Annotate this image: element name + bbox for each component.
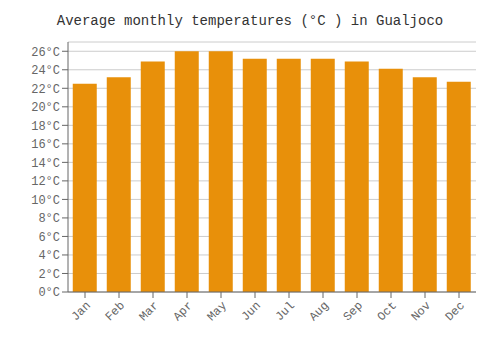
svg-text:16°C: 16°C: [31, 138, 60, 152]
svg-text:0°C: 0°C: [38, 286, 60, 300]
svg-text:2°C: 2°C: [38, 268, 60, 282]
svg-text:14°C: 14°C: [31, 157, 60, 171]
svg-text:Jun: Jun: [239, 299, 264, 324]
svg-text:22°C: 22°C: [31, 83, 60, 97]
svg-text:20°C: 20°C: [31, 101, 60, 115]
svg-text:18°C: 18°C: [31, 120, 60, 134]
svg-text:Jan: Jan: [69, 299, 94, 324]
svg-text:8°C: 8°C: [38, 212, 60, 226]
svg-text:Jul: Jul: [273, 299, 298, 324]
svg-text:4°C: 4°C: [38, 249, 60, 263]
svg-text:Aug: Aug: [307, 299, 332, 324]
svg-text:Mar: Mar: [137, 299, 162, 324]
svg-text:10°C: 10°C: [31, 194, 60, 208]
svg-text:Feb: Feb: [103, 299, 128, 324]
svg-text:May: May: [205, 299, 230, 324]
svg-text:24°C: 24°C: [31, 64, 60, 78]
svg-text:Apr: Apr: [171, 299, 196, 324]
svg-text:Oct: Oct: [375, 299, 400, 324]
svg-text:Nov: Nov: [409, 299, 434, 324]
svg-text:12°C: 12°C: [31, 175, 60, 189]
svg-text:26°C: 26°C: [31, 46, 60, 60]
svg-text:Dec: Dec: [443, 299, 468, 324]
html-text:Average monthly temperatures (: Average monthly temperatures (°C ) in Gu…: [56, 13, 444, 29]
svg-text:Sep: Sep: [341, 299, 366, 324]
svg-text:6°C: 6°C: [38, 231, 60, 245]
